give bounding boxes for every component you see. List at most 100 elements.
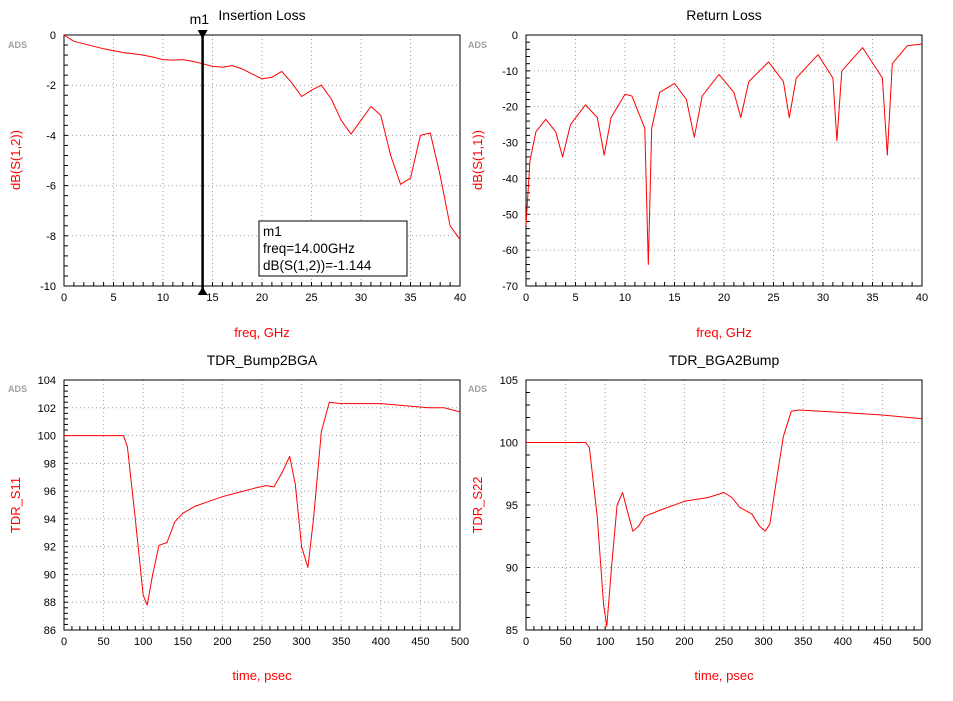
marker-readout-box <box>258 220 408 277</box>
x-tick-label: 0 <box>523 292 529 304</box>
y-tick-label: -40 <box>502 173 518 185</box>
y-tick-label: 100 <box>38 431 56 443</box>
chart-title: TDR_Bump2BGA <box>207 352 318 368</box>
x-tick-label: 10 <box>619 292 631 304</box>
marker-readout-line: dB(S(1,2))=-1.144 <box>263 258 372 273</box>
plot-frame <box>525 34 923 287</box>
y-tick-label: 88 <box>44 597 56 609</box>
y-tick-label: 0 <box>512 30 518 42</box>
x-tick-label: 25 <box>305 292 317 304</box>
x-tick-label: 500 <box>451 636 469 648</box>
marker-readout-line: m1 <box>263 224 282 239</box>
y-tick-label: -4 <box>46 130 56 142</box>
y-tick-label: -10 <box>502 66 518 78</box>
x-tick-label: 350 <box>794 636 812 648</box>
x-tick-label: 35 <box>866 292 878 304</box>
y-tick-label: -60 <box>502 245 518 257</box>
y-tick-label: -30 <box>502 138 518 150</box>
y-tick-label: 86 <box>44 625 56 637</box>
y-tick-label: 98 <box>44 458 56 470</box>
x-tick-label: 0 <box>61 636 67 648</box>
y-tick-label: -20 <box>502 102 518 114</box>
chart-title: Return Loss <box>686 7 761 23</box>
y-tick-label: 104 <box>38 375 56 387</box>
chart-1: ADS Insertion Loss 0 5 10 15 20 25 30 35 40 -10 -8 -6… <box>8 7 466 340</box>
y-tick-label: -70 <box>502 281 518 293</box>
y-axis-label: TDR_S22 <box>470 476 485 533</box>
grid-lines <box>526 380 922 630</box>
series-line <box>525 43 923 265</box>
x-tick-label: 150 <box>636 636 654 648</box>
y-tick-label: 90 <box>506 563 518 575</box>
y-tick-label: -2 <box>46 80 56 92</box>
chart-3: ADS TDR_Bump2BGA 0 50 100 150 200 250 300 350 400 4… <box>8 352 469 683</box>
y-axis-label: dB(S(1,2)) <box>8 130 23 190</box>
series-line <box>526 409 923 627</box>
x-tick-label: 200 <box>213 636 231 648</box>
axis-ticks <box>63 379 461 631</box>
x-tick-label: 30 <box>355 292 367 304</box>
x-tick-label: 50 <box>97 636 109 648</box>
marker-triangle-bottom <box>197 287 208 295</box>
y-tick-label: 92 <box>44 542 56 554</box>
chart-2: ADS Return Loss 0 5 10 15 20 25 30 35 40 -70 -60 -50 -… <box>468 7 928 340</box>
x-tick-label: 20 <box>256 292 268 304</box>
x-tick-label: 30 <box>817 292 829 304</box>
x-tick-label: 450 <box>411 636 429 648</box>
x-tick-label: 300 <box>754 636 772 648</box>
y-tick-label: 96 <box>44 486 56 498</box>
x-tick-label: 0 <box>61 292 67 304</box>
marker-name: m1 <box>190 11 210 27</box>
y-tick-label: 102 <box>38 403 56 415</box>
y-tick-label: 100 <box>500 438 518 450</box>
axis-ticks <box>525 379 923 631</box>
chart-title: Insertion Loss <box>218 7 305 23</box>
x-tick-label: 450 <box>873 636 891 648</box>
x-tick-label: 40 <box>454 292 466 304</box>
x-tick-label: 5 <box>110 292 116 304</box>
chart-title: TDR_BGA2Bump <box>669 352 780 368</box>
axis-ticks <box>63 34 461 287</box>
chart-4: ADS TDR_BGA2Bump 0 50 100 150 200 250 300 350 400 4… <box>468 352 931 683</box>
series-line <box>63 34 461 240</box>
x-tick-label: 50 <box>559 636 571 648</box>
x-axis-label: freq, GHz <box>234 325 290 340</box>
x-tick-label: 10 <box>157 292 169 304</box>
x-tick-label: 400 <box>834 636 852 648</box>
x-axis-label: time, psec <box>232 668 292 683</box>
y-tick-label: 95 <box>506 500 518 512</box>
y-tick-label: -10 <box>40 281 56 293</box>
x-axis-label: freq, GHz <box>696 325 752 340</box>
y-tick-label: -6 <box>46 181 56 193</box>
y-tick-label: -8 <box>46 231 56 243</box>
y-tick-label: 0 <box>50 30 56 42</box>
x-tick-label: 25 <box>767 292 779 304</box>
y-tick-label: -50 <box>502 209 518 221</box>
x-tick-label: 350 <box>332 636 350 648</box>
x-axis-label: time, psec <box>694 668 754 683</box>
x-tick-label: 100 <box>596 636 614 648</box>
y-axis-label: dB(S(1,1)) <box>470 130 485 190</box>
brand-label: ADS <box>8 384 27 394</box>
x-tick-label: 35 <box>404 292 416 304</box>
x-tick-label: 40 <box>916 292 928 304</box>
grid-lines <box>526 35 922 286</box>
x-tick-label: 15 <box>668 292 680 304</box>
y-tick-label: 90 <box>44 569 56 581</box>
y-tick-label: 105 <box>500 375 518 387</box>
x-tick-label: 150 <box>174 636 192 648</box>
x-tick-label: 20 <box>718 292 730 304</box>
marker-readout-line: freq=14.00GHz <box>263 241 355 256</box>
x-tick-label: 500 <box>913 636 931 648</box>
x-tick-label: 300 <box>292 636 310 648</box>
x-tick-label: 15 <box>206 292 218 304</box>
brand-label: ADS <box>468 40 487 50</box>
y-tick-label: 94 <box>44 514 56 526</box>
x-tick-label: 5 <box>572 292 578 304</box>
grid-lines <box>64 380 460 630</box>
x-tick-label: 400 <box>372 636 390 648</box>
brand-label: ADS <box>468 384 487 394</box>
brand-label: ADS <box>8 40 27 50</box>
